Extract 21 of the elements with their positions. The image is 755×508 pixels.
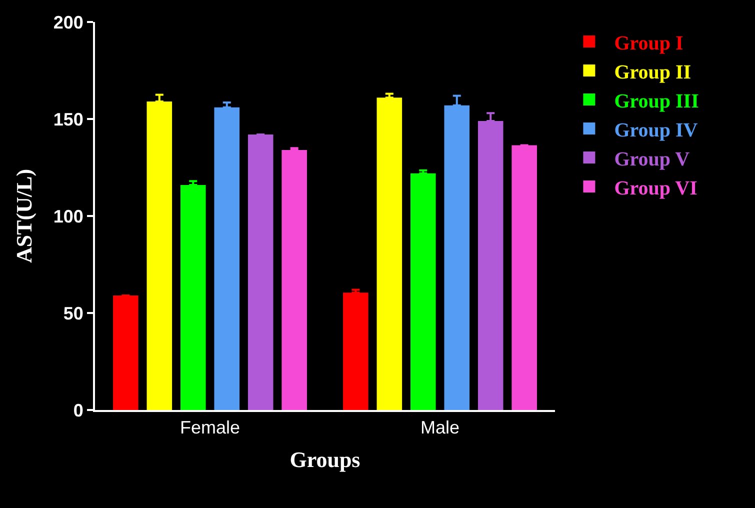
bar xyxy=(512,145,537,410)
bar xyxy=(282,150,307,410)
y-tick-label: 200 xyxy=(53,12,84,32)
bar xyxy=(248,134,274,410)
legend-label: Group II xyxy=(614,61,692,84)
x-tick-label: Male xyxy=(420,418,460,438)
y-tick-label: 150 xyxy=(53,109,84,130)
legend-label: Group III xyxy=(614,90,700,112)
legend-label: Group VI xyxy=(614,177,698,200)
y-tick-label: 0 xyxy=(73,400,84,420)
bar xyxy=(410,173,436,410)
y-axis-title: AST(U/L) xyxy=(12,168,37,264)
legend-label: Group I xyxy=(614,32,684,54)
y-tick-label: 100 xyxy=(53,206,84,226)
bar xyxy=(113,296,138,410)
legend-label: Group IV xyxy=(614,119,698,142)
bar xyxy=(343,292,368,410)
y-tick-label: 50 xyxy=(63,303,84,324)
x-axis-title: Groups xyxy=(290,447,361,472)
x-tick-label: Female xyxy=(180,418,240,438)
legend-label: Group V xyxy=(614,148,690,170)
